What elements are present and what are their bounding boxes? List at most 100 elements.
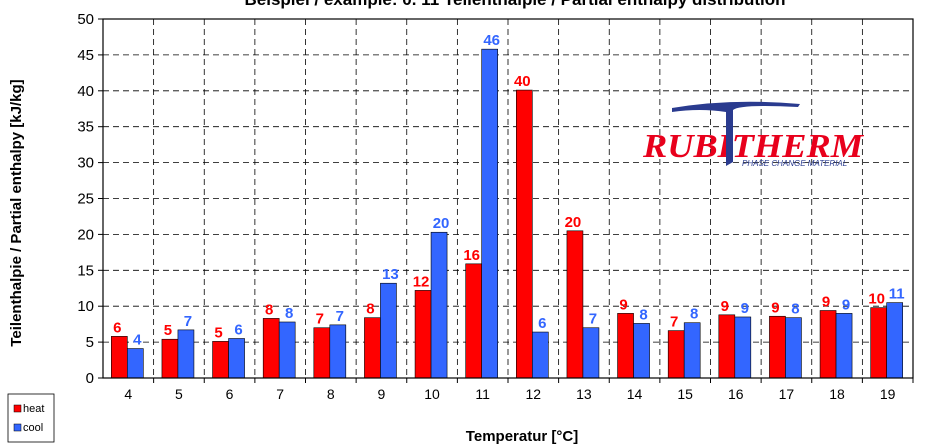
bar-heat: [566, 230, 584, 379]
legend-box: [7, 393, 55, 443]
data-label-cool: 46: [483, 32, 500, 49]
data-label-cool: 9: [842, 296, 850, 313]
bar-cool: [177, 329, 195, 379]
data-label-heat: 12: [413, 273, 430, 290]
y-tick-label: 45: [77, 47, 94, 64]
data-label-cool: 13: [382, 266, 399, 283]
x-tick-label: 4: [124, 386, 132, 402]
bar-heat: [819, 310, 837, 379]
data-label-cool: 8: [285, 305, 293, 322]
data-label-heat: 5: [164, 322, 172, 339]
y-tick-label: 40: [77, 83, 94, 100]
legend-label-cool: cool: [23, 422, 43, 434]
bar-heat: [313, 327, 331, 379]
y-tick-label: 35: [77, 119, 94, 136]
x-tick-label: 6: [226, 386, 234, 402]
bar-heat: [465, 263, 482, 379]
bar-cool: [835, 313, 853, 379]
x-tick-label: 5: [175, 386, 183, 402]
data-label-heat: 40: [514, 73, 531, 90]
y-axis-label: Teilenthalpie / Partial enthalpy [kJ/kg]: [8, 79, 25, 346]
data-label-cool: 20: [433, 215, 450, 232]
legend-swatch-heat: [13, 404, 22, 413]
bar-cool: [329, 324, 347, 379]
legend-swatch-cool: [13, 423, 22, 432]
bar-heat: [111, 336, 128, 379]
logo-swoosh-mark: [672, 101, 800, 166]
bar-cool: [430, 231, 448, 379]
y-tick-label: 30: [77, 155, 94, 172]
data-label-heat: 9: [771, 299, 779, 316]
x-tick-label: 13: [576, 386, 592, 402]
logo-tagline: PHASE CHANGE MATERIAL: [742, 159, 847, 168]
bar-heat: [718, 314, 736, 379]
chart-title: Beispiel / example: 0. 11 Teilenthalpie …: [244, 0, 785, 9]
data-label-cool: 8: [791, 301, 799, 318]
bar-cool: [278, 321, 296, 379]
bar-heat: [870, 307, 887, 379]
y-tick-label: 5: [86, 334, 94, 351]
data-label-heat: 8: [366, 301, 374, 318]
bar-cool: [734, 316, 752, 379]
data-label-cool: 8: [639, 306, 647, 323]
rubitherm-logo: RUBITHERM PHASE CHANGE MATERIAL: [642, 101, 865, 168]
x-axis-label: Temperatur [°C]: [466, 428, 578, 444]
logo-wordmark: RUBITHERM: [642, 128, 865, 165]
bar-heat: [212, 341, 229, 379]
bar-heat: [516, 89, 533, 379]
data-label-cool: 9: [741, 300, 749, 317]
x-tick-label: 18: [829, 386, 845, 402]
x-tick-label: 17: [779, 386, 795, 402]
grid-layer: [103, 19, 913, 378]
bar-cool: [785, 317, 802, 379]
bar-cool: [228, 338, 245, 379]
x-tick-label: 15: [677, 386, 693, 402]
data-label-heat: 5: [214, 324, 222, 341]
y-tick-label: 20: [77, 226, 94, 243]
bar-cool: [886, 302, 903, 379]
data-label-heat: 20: [565, 214, 582, 231]
data-label-cool: 4: [133, 332, 142, 349]
y-tick-label: 10: [77, 298, 94, 315]
data-label-heat: 10: [868, 291, 885, 308]
x-tick-label: 14: [627, 386, 643, 402]
bar-cool: [582, 327, 600, 379]
data-label-cool: 6: [234, 322, 242, 339]
data-label-cool: 7: [184, 313, 192, 330]
bar-cool: [683, 322, 701, 379]
bar-heat: [617, 313, 634, 379]
bar-heat: [414, 290, 432, 379]
y-tick-label: 0: [86, 370, 94, 387]
data-label-heat: 8: [265, 301, 273, 318]
bar-cool: [532, 331, 549, 379]
data-label-heat: 6: [113, 319, 121, 336]
data-label-cool: 7: [336, 308, 344, 325]
bar-heat: [262, 318, 280, 379]
legend-label-heat: heat: [23, 403, 44, 415]
x-tick-label: 9: [378, 386, 386, 402]
x-tick-label: 16: [728, 386, 744, 402]
bar-heat: [364, 317, 381, 379]
legend: heat cool: [7, 393, 55, 443]
x-tick-label: 19: [880, 386, 896, 402]
x-tick-label: 10: [424, 386, 440, 402]
data-label-heat: 7: [670, 314, 678, 331]
data-label-cool: 11: [889, 286, 905, 303]
bar-cool: [633, 323, 650, 379]
x-tick-label: 11: [475, 386, 490, 402]
y-tick-label: 25: [77, 191, 94, 208]
bar-cool: [481, 48, 498, 379]
bar-cool: [380, 282, 397, 379]
data-label-heat: 9: [619, 296, 627, 313]
data-label-cool: 7: [589, 311, 597, 328]
y-tick-label: 15: [77, 262, 94, 279]
x-tick-label: 7: [276, 386, 284, 402]
bar-heat: [161, 338, 179, 379]
bar-cool: [127, 348, 144, 379]
bar-heat: [667, 330, 685, 379]
data-label-heat: 7: [316, 311, 324, 328]
data-label-cool: 8: [690, 306, 698, 323]
